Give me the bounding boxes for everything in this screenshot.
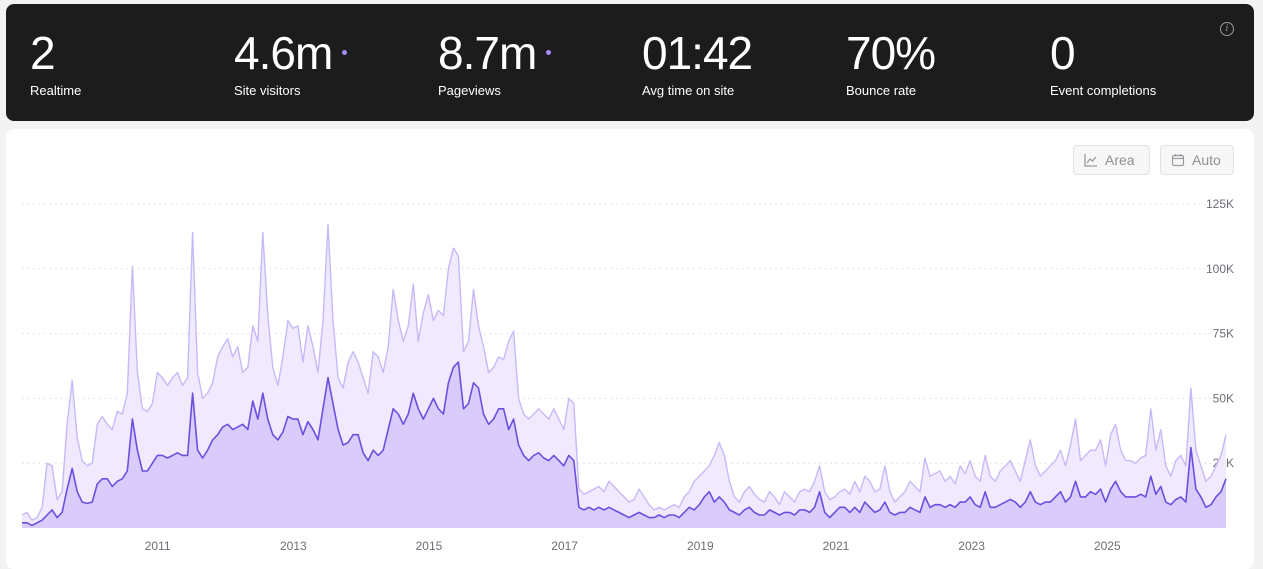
series-dot-icon — [546, 50, 552, 55]
x-tick-label: 2021 — [823, 539, 850, 553]
x-tick-label: 2013 — [280, 539, 307, 553]
visitors-area — [22, 362, 1226, 528]
stat-realtime[interactable]: 2 Realtime — [30, 30, 81, 99]
y-tick-label: 100K — [1206, 262, 1234, 276]
stat-label: Site visitors — [234, 83, 301, 98]
x-tick-label: 2023 — [958, 539, 985, 553]
stat-label: Avg time on site — [642, 83, 735, 98]
x-tick-label: 2017 — [551, 539, 578, 553]
stat-avg-time[interactable]: 01:42 Avg time on site — [642, 27, 753, 99]
info-icon[interactable]: i — [1220, 22, 1234, 36]
stat-value: 01:42 — [642, 27, 753, 79]
stat-label: Bounce rate — [846, 83, 917, 98]
stat-label: Pageviews — [438, 83, 501, 98]
chart-type-button[interactable]: Area — [1073, 145, 1150, 175]
visitors-line[interactable] — [22, 361, 1227, 527]
calendar-icon — [1171, 154, 1185, 167]
stats-bar: 2 Realtime 4.6m Site visitors 8.7m Pagev… — [6, 4, 1254, 121]
stat-value: 4.6m — [234, 27, 333, 79]
series-dot-icon — [342, 50, 348, 55]
stat-site-visitors[interactable]: 4.6m Site visitors — [234, 27, 348, 99]
visits-chart: 25K50K75K100K125K20112013201520172019202… — [21, 197, 1234, 553]
interval-label: Auto — [1192, 152, 1221, 168]
x-tick-label: 2011 — [145, 539, 171, 553]
pageviews-line[interactable] — [21, 224, 1227, 521]
interval-button[interactable]: Auto — [1160, 145, 1234, 175]
y-tick-label: 125K — [1206, 197, 1234, 211]
x-tick-label: 2019 — [687, 539, 714, 553]
x-tick-label: 2015 — [416, 539, 443, 553]
stat-pageviews[interactable]: 8.7m Pageviews — [438, 27, 552, 99]
chart-type-label: Area — [1105, 152, 1135, 168]
stat-value: 8.7m — [438, 27, 537, 79]
stat-label: Event completions — [1050, 83, 1157, 98]
stat-label: Realtime — [30, 83, 82, 98]
x-tick-label: 2025 — [1094, 539, 1121, 553]
area-chart-icon — [1084, 154, 1097, 167]
stat-value: 0 — [1050, 27, 1076, 79]
stat-bounce-rate[interactable]: 70% Bounce rate — [846, 27, 936, 99]
stat-event-completions[interactable]: 0 Event completions — [1050, 30, 1156, 99]
chart-card: 25K50K75K100K125K20112013201520172019202… — [6, 129, 1254, 569]
stat-value: 70% — [846, 27, 936, 79]
stat-value: 2 — [30, 27, 56, 79]
y-tick-label: 50K — [1213, 391, 1234, 405]
y-tick-label: 75K — [1213, 327, 1234, 341]
